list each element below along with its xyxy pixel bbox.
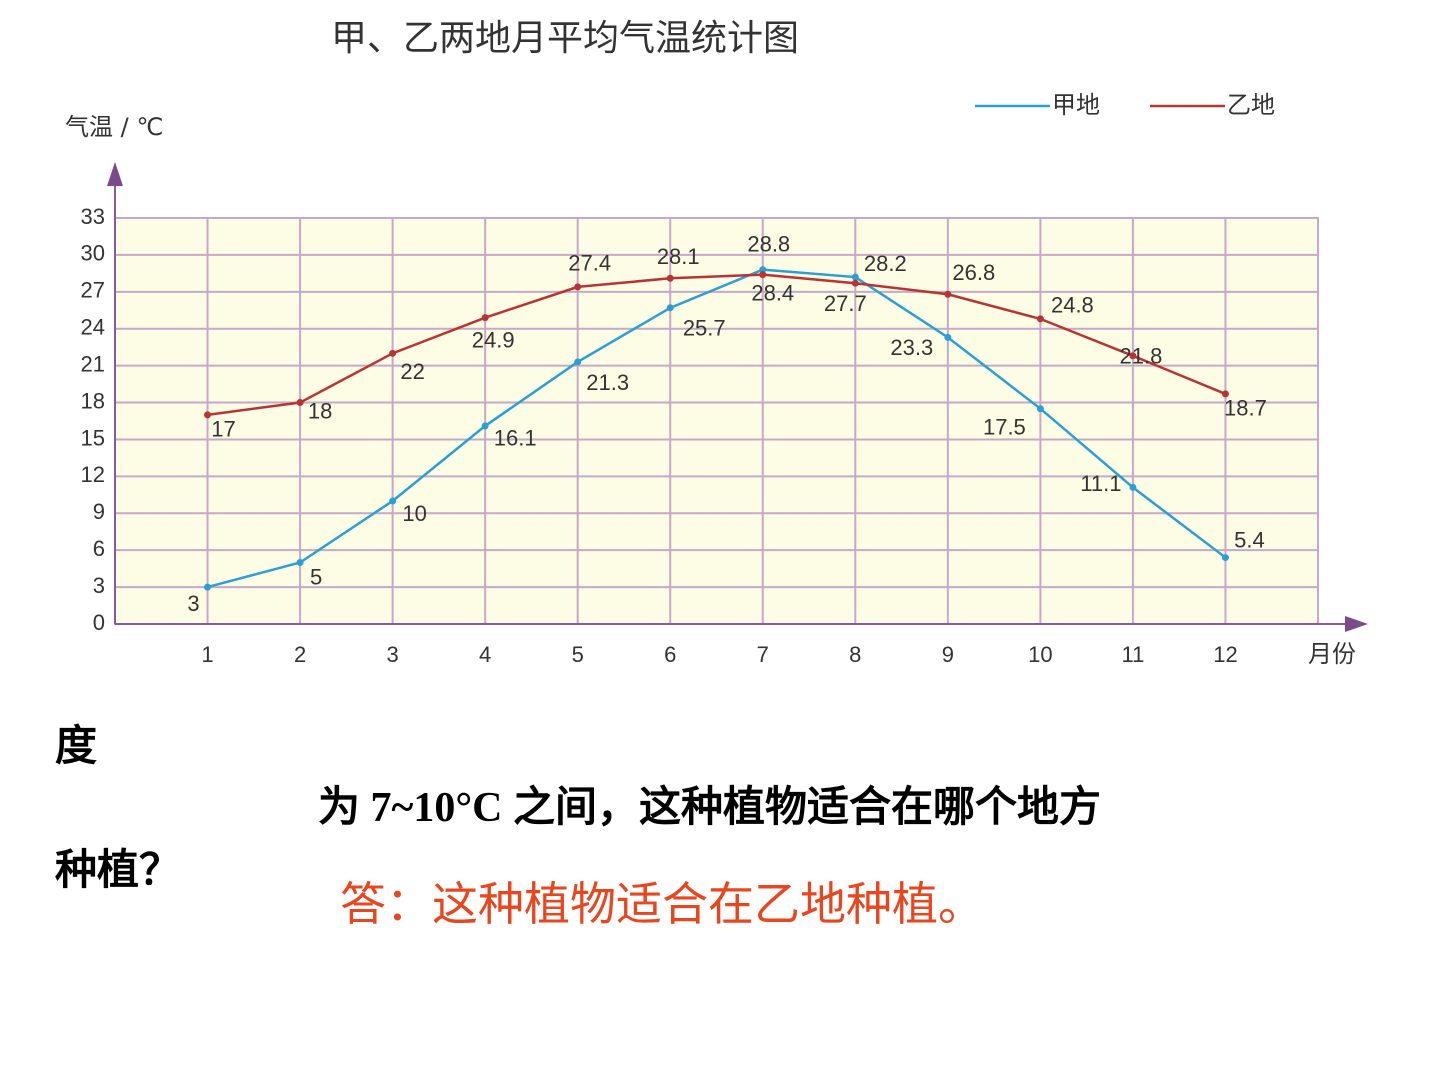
plot-area xyxy=(114,217,1319,625)
x-tick-label: 11 xyxy=(1122,642,1145,667)
data-label: 28.1 xyxy=(657,244,700,269)
y-tick-label: 30 xyxy=(81,241,105,266)
y-tick-label: 27 xyxy=(81,278,105,303)
y-tick-label: 3 xyxy=(93,573,105,598)
x-tick-label: 7 xyxy=(757,642,769,667)
data-label: 5 xyxy=(310,564,322,589)
x-tick-label: 9 xyxy=(942,642,954,667)
data-label: 23.3 xyxy=(890,335,933,360)
data-label: 28.8 xyxy=(747,231,790,256)
data-label: 26.8 xyxy=(952,260,995,285)
data-label: 10 xyxy=(402,501,426,526)
y-tick-label: 12 xyxy=(81,462,105,487)
data-label: 24.8 xyxy=(1051,293,1094,318)
y-tick-label: 0 xyxy=(93,610,105,635)
answer: 答：这种植物适合在乙地种植。 xyxy=(340,877,984,931)
data-label: 3 xyxy=(187,591,199,616)
legend-label: 乙地 xyxy=(1227,91,1275,119)
data-point xyxy=(1221,390,1229,398)
data-point xyxy=(1129,483,1137,491)
data-label: 25.7 xyxy=(683,316,726,341)
data-point xyxy=(481,314,489,322)
data-label: 28.2 xyxy=(864,251,907,276)
data-point xyxy=(204,583,212,591)
data-point xyxy=(851,273,859,281)
data-point xyxy=(1036,315,1044,323)
series-line xyxy=(207,273,1226,417)
data-point xyxy=(389,497,397,505)
legend-label: 甲地 xyxy=(1052,91,1100,119)
data-label: 5.4 xyxy=(1234,527,1265,552)
data-point xyxy=(296,558,304,566)
data-point xyxy=(204,411,212,419)
x-tick-label: 4 xyxy=(479,642,491,667)
y-axis-label: 气温 / ℃ xyxy=(65,113,163,141)
x-axis-label: 月份 xyxy=(1308,640,1356,668)
data-label: 18.7 xyxy=(1224,396,1267,421)
data-label: 17.5 xyxy=(983,415,1026,440)
x-tick-label: 10 xyxy=(1028,642,1052,667)
data-point xyxy=(1221,554,1229,562)
y-tick-label: 6 xyxy=(93,536,105,561)
data-label: 18 xyxy=(308,398,332,423)
data-point xyxy=(481,422,489,430)
data-label: 11.1 xyxy=(1080,471,1121,496)
y-axis-arrow xyxy=(107,162,123,186)
data-point xyxy=(759,271,767,279)
data-label: 24.9 xyxy=(472,327,515,352)
x-axis-arrow xyxy=(1345,616,1368,632)
data-label: 21.3 xyxy=(586,370,629,395)
data-point xyxy=(1036,405,1044,413)
question-line: 度 xyxy=(55,724,98,770)
data-label: 16.1 xyxy=(494,426,537,451)
x-tick-label: 5 xyxy=(572,642,584,667)
data-label: 17 xyxy=(211,417,235,442)
data-label: 21.8 xyxy=(1120,344,1163,369)
data-point xyxy=(944,290,952,298)
x-tick-label: 3 xyxy=(386,642,398,667)
data-point xyxy=(851,279,859,287)
y-tick-label: 9 xyxy=(93,499,105,524)
x-tick-label: 12 xyxy=(1213,642,1237,667)
data-point xyxy=(666,274,674,282)
data-label: 27.4 xyxy=(568,251,611,276)
x-tick-label: 6 xyxy=(664,642,676,667)
data-point xyxy=(944,333,952,341)
data-point xyxy=(389,349,397,357)
y-tick-label: 18 xyxy=(81,388,105,413)
y-tick-label: 33 xyxy=(81,204,105,229)
data-point xyxy=(574,358,582,366)
y-tick-label: 15 xyxy=(81,425,105,450)
question-line: 种植？ xyxy=(55,848,182,894)
data-label: 27.7 xyxy=(824,291,867,316)
data-label: 22 xyxy=(400,359,424,384)
x-tick-label: 8 xyxy=(849,642,861,667)
x-tick-label: 1 xyxy=(201,642,213,667)
series-line xyxy=(207,268,1227,589)
question-line: 为 7~10°C 之间，这种植物适合在哪个地方 xyxy=(318,785,1101,831)
data-point xyxy=(1129,352,1137,360)
chart-title: 甲、乙两地月平均气温统计图 xyxy=(331,18,799,59)
data-point xyxy=(759,266,767,274)
data-point xyxy=(296,399,304,407)
data-point xyxy=(574,283,582,291)
data-label: 28.4 xyxy=(751,280,794,305)
y-tick-label: 21 xyxy=(81,351,105,376)
x-tick-label: 2 xyxy=(294,642,306,667)
chart: 甲、乙两地月平均气温统计图 气温 / ℃ 月份 0369121518212427… xyxy=(65,18,1368,668)
y-tick-label: 24 xyxy=(81,315,105,340)
data-point xyxy=(666,304,674,312)
